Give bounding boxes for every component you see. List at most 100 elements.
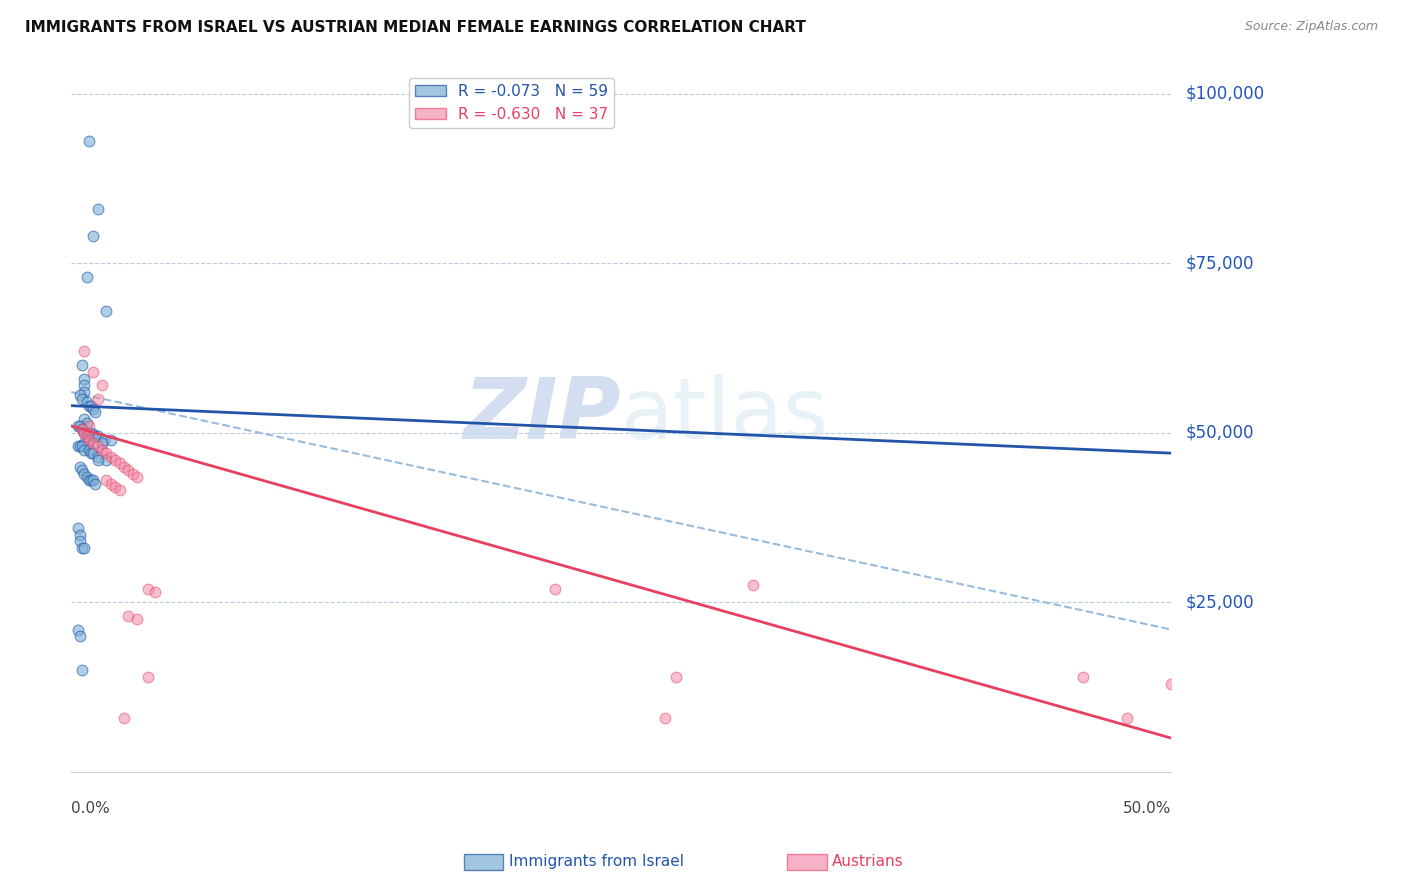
Point <box>66 419 89 434</box>
Point <box>69 629 91 643</box>
Point <box>86 453 108 467</box>
Point <box>143 585 166 599</box>
Point <box>100 450 122 464</box>
Point <box>73 436 96 450</box>
Point <box>69 459 91 474</box>
Text: Austrians: Austrians <box>832 855 904 869</box>
Point <box>70 358 93 372</box>
Point <box>91 378 114 392</box>
Point <box>76 269 98 284</box>
Point <box>69 534 91 549</box>
Point <box>66 623 89 637</box>
Point <box>82 427 104 442</box>
Point <box>69 419 91 434</box>
Point <box>73 371 96 385</box>
Point <box>1073 670 1095 684</box>
Point <box>91 436 114 450</box>
Point <box>108 483 131 498</box>
Point <box>665 670 688 684</box>
Point <box>77 399 100 413</box>
Point <box>82 365 104 379</box>
Point <box>70 663 93 677</box>
Point <box>96 446 118 460</box>
Point <box>73 541 96 556</box>
Point <box>77 442 100 457</box>
Point <box>70 422 93 436</box>
Text: IMMIGRANTS FROM ISRAEL VS AUSTRIAN MEDIAN FEMALE EARNINGS CORRELATION CHART: IMMIGRANTS FROM ISRAEL VS AUSTRIAN MEDIA… <box>25 20 806 35</box>
Point <box>70 392 93 406</box>
Text: 0.0%: 0.0% <box>72 801 110 815</box>
Point <box>76 429 98 443</box>
Point <box>76 470 98 484</box>
Text: $50,000: $50,000 <box>1185 424 1254 442</box>
Point <box>77 419 100 434</box>
Point <box>127 612 149 626</box>
Text: Source: ZipAtlas.com: Source: ZipAtlas.com <box>1244 20 1378 33</box>
Point <box>82 446 104 460</box>
Point <box>80 473 103 487</box>
Legend: R = -0.073   N = 59, R = -0.630   N = 37: R = -0.073 N = 59, R = -0.630 N = 37 <box>409 78 614 128</box>
Point <box>104 480 127 494</box>
Point <box>100 433 122 447</box>
Point <box>86 429 108 443</box>
Point <box>70 541 93 556</box>
Text: $75,000: $75,000 <box>1185 254 1254 272</box>
Point <box>82 473 104 487</box>
Point <box>73 425 96 440</box>
Point <box>76 425 98 440</box>
Point <box>117 463 139 477</box>
Point <box>544 582 567 596</box>
Point <box>84 476 107 491</box>
Text: 50.0%: 50.0% <box>1123 801 1171 815</box>
Point <box>91 442 114 457</box>
Point <box>76 436 98 450</box>
Point <box>96 473 118 487</box>
Point <box>104 453 127 467</box>
Point <box>69 527 91 541</box>
Point <box>136 670 159 684</box>
Point <box>654 711 676 725</box>
Point <box>82 436 104 450</box>
Point <box>69 388 91 402</box>
Point <box>76 416 98 430</box>
Point <box>73 425 96 440</box>
Point <box>73 385 96 400</box>
Text: ZIP: ZIP <box>464 375 621 458</box>
Point <box>136 582 159 596</box>
Point <box>86 392 108 406</box>
Point <box>76 395 98 409</box>
Point <box>108 456 131 470</box>
Point <box>73 412 96 426</box>
Point <box>112 711 135 725</box>
Point <box>86 202 108 216</box>
Point <box>127 470 149 484</box>
Point <box>80 446 103 460</box>
Text: Immigrants from Israel: Immigrants from Israel <box>509 855 683 869</box>
Point <box>73 344 96 359</box>
Point <box>86 439 108 453</box>
Point <box>117 609 139 624</box>
Point <box>69 439 91 453</box>
Point <box>100 476 122 491</box>
Text: atlas: atlas <box>621 375 830 458</box>
Point <box>70 422 93 436</box>
Point <box>121 467 143 481</box>
Point <box>742 578 765 592</box>
Point <box>1160 677 1182 691</box>
Point <box>96 303 118 318</box>
Point <box>70 439 93 453</box>
Point <box>66 439 89 453</box>
Point <box>80 399 103 413</box>
Text: $25,000: $25,000 <box>1185 593 1254 611</box>
Point <box>84 429 107 443</box>
Point <box>77 134 100 148</box>
Point <box>93 433 115 447</box>
Point <box>80 425 103 440</box>
Point <box>70 463 93 477</box>
Point <box>73 442 96 457</box>
Point <box>96 453 118 467</box>
Point <box>73 467 96 481</box>
Point <box>1116 711 1139 725</box>
Point <box>82 402 104 417</box>
Point <box>86 450 108 464</box>
